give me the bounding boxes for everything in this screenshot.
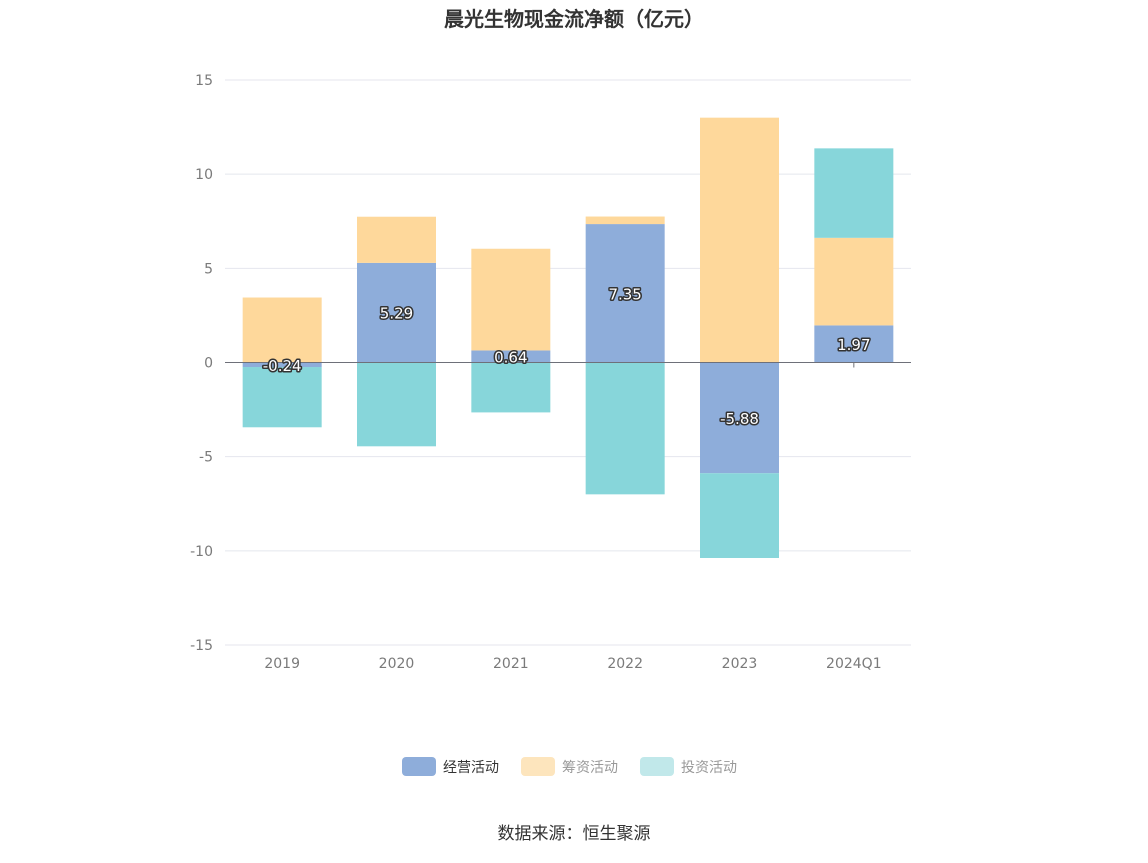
x-axis-ticks: 2019 2020 2021 2022 2023 2024Q1 — [264, 656, 881, 672]
legend: 经营活动 筹资活动 投资活动 — [402, 757, 737, 776]
x-tick-label: 2024Q1 — [826, 656, 882, 672]
bar-segment[interactable] — [471, 350, 551, 363]
chart-title: 晨光生物现金流净额（亿元） — [444, 7, 704, 31]
bar-segment[interactable] — [242, 297, 322, 363]
legend-label: 经营活动 — [443, 760, 499, 776]
bar-segment[interactable] — [700, 117, 779, 363]
bar-segment[interactable] — [585, 362, 665, 495]
zero-axis — [225, 362, 911, 368]
x-tick-label: 2020 — [379, 656, 415, 672]
y-tick-label: 5 — [204, 261, 213, 277]
bar-segment[interactable] — [814, 237, 894, 326]
bars — [242, 117, 894, 558]
data-labels: -0.24 5.29 0.64 7.35 -5.88 1.97 — [261, 284, 872, 430]
bar-segment[interactable] — [357, 216, 436, 263]
legend-label: 筹资活动 — [562, 759, 618, 776]
data-label: 7.35 — [608, 285, 641, 303]
bar-segment[interactable] — [471, 362, 551, 413]
bar-segment[interactable] — [814, 325, 894, 363]
legend-swatch — [640, 757, 674, 776]
x-tick-label: 2019 — [264, 656, 300, 672]
bar-segment[interactable] — [700, 473, 779, 558]
y-tick-label: 10 — [195, 167, 213, 183]
legend-label: 投资活动 — [681, 760, 737, 776]
y-tick-label: -15 — [190, 638, 213, 654]
y-tick-label: 0 — [204, 356, 213, 372]
y-tick-label: -10 — [190, 544, 213, 560]
y-axis-ticks: 15 10 5 0 -5 -10 -15 — [190, 73, 213, 654]
data-label: 5.29 — [380, 305, 413, 323]
bar-segment[interactable] — [700, 362, 779, 474]
bar-segment[interactable] — [242, 362, 322, 368]
legend-item[interactable]: 经营活动 — [402, 757, 499, 776]
y-tick-label: -5 — [199, 450, 213, 466]
legend-swatch — [402, 757, 436, 776]
legend-item[interactable]: 投资活动 — [640, 757, 737, 776]
bar-segment[interactable] — [585, 216, 665, 225]
grid-lines — [225, 79, 911, 646]
data-label: 1.97 — [837, 336, 870, 354]
data-label: 0.64 — [494, 348, 527, 366]
bar-segment[interactable] — [357, 362, 436, 447]
y-tick-label: 15 — [195, 73, 213, 89]
bar-segment[interactable] — [585, 224, 665, 363]
bar-segment[interactable] — [471, 248, 551, 351]
x-tick-label: 2022 — [607, 656, 643, 672]
x-tick-label: 2023 — [722, 656, 758, 672]
data-label: -5.88 — [720, 410, 759, 428]
legend-item[interactable]: 筹资活动 — [521, 757, 618, 776]
data-label: -0.24 — [263, 357, 302, 375]
bar-segment[interactable] — [242, 367, 322, 428]
x-tick-label: 2021 — [493, 656, 529, 672]
bar-segment[interactable] — [357, 262, 436, 363]
bar-segment[interactable] — [814, 148, 894, 238]
legend-swatch — [521, 757, 555, 776]
source-note: 数据来源：恒生聚源 — [498, 824, 651, 844]
